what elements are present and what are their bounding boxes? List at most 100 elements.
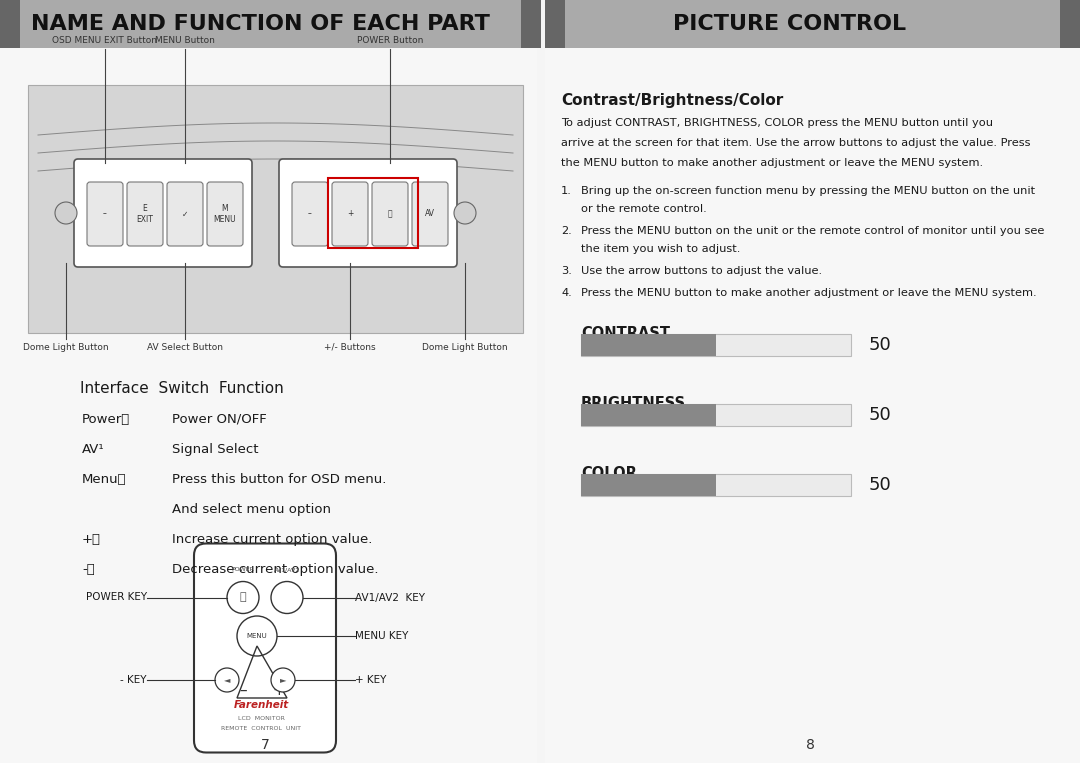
Circle shape xyxy=(215,668,239,692)
Text: arrive at the screen for that item. Use the arrow buttons to adjust the value. P: arrive at the screen for that item. Use … xyxy=(561,138,1030,148)
Text: AV1/AV2  KEY: AV1/AV2 KEY xyxy=(355,593,426,603)
Text: POWER KEY: POWER KEY xyxy=(86,593,147,603)
Bar xyxy=(0,0,21,48)
Text: +/- Buttons: +/- Buttons xyxy=(324,343,376,352)
FancyBboxPatch shape xyxy=(75,159,252,267)
Text: REMOTE  CONTROL  UNIT: REMOTE CONTROL UNIT xyxy=(221,726,301,731)
Text: the MENU button to make another adjustment or leave the MENU system.: the MENU button to make another adjustme… xyxy=(561,158,983,168)
Circle shape xyxy=(237,616,276,656)
Bar xyxy=(581,404,716,426)
Text: MENU KEY: MENU KEY xyxy=(355,631,408,641)
Circle shape xyxy=(55,202,77,224)
Bar xyxy=(0,48,537,763)
Circle shape xyxy=(271,668,295,692)
Text: POWER Button: POWER Button xyxy=(356,36,423,45)
Text: +: + xyxy=(272,683,285,698)
Bar xyxy=(521,0,541,48)
Text: To adjust CONTRAST, BRIGHTNESS, COLOR press the MENU button until you: To adjust CONTRAST, BRIGHTNESS, COLOR pr… xyxy=(561,118,993,128)
Text: Farenheit: Farenheit xyxy=(233,700,288,710)
FancyBboxPatch shape xyxy=(332,182,368,246)
Text: Decrease current option value.: Decrease current option value. xyxy=(172,563,378,576)
Text: 4.: 4. xyxy=(561,288,571,298)
Circle shape xyxy=(454,202,476,224)
FancyBboxPatch shape xyxy=(207,182,243,246)
FancyBboxPatch shape xyxy=(411,182,448,246)
Text: ⏻: ⏻ xyxy=(388,210,392,218)
Text: Dome Light Button: Dome Light Button xyxy=(23,343,109,352)
Text: -：: -： xyxy=(82,563,95,576)
FancyBboxPatch shape xyxy=(127,182,163,246)
Bar xyxy=(581,474,716,496)
Text: ◄: ◄ xyxy=(224,675,230,684)
Text: +: + xyxy=(347,210,353,218)
Text: BRIGHTNESS: BRIGHTNESS xyxy=(581,396,686,411)
Text: or the remote control.: or the remote control. xyxy=(581,204,706,214)
Text: OSD MENU EXIT Button: OSD MENU EXIT Button xyxy=(53,36,158,45)
Text: 3.: 3. xyxy=(561,266,572,276)
Text: Press the MENU button to make another adjustment or leave the MENU system.: Press the MENU button to make another ad… xyxy=(581,288,1037,298)
FancyBboxPatch shape xyxy=(167,182,203,246)
FancyBboxPatch shape xyxy=(194,543,336,752)
Text: ✓: ✓ xyxy=(181,210,188,218)
FancyBboxPatch shape xyxy=(279,159,457,267)
Text: Dome Light Button: Dome Light Button xyxy=(422,343,508,352)
Circle shape xyxy=(271,581,303,613)
Bar xyxy=(581,474,851,496)
Text: M
MENU: M MENU xyxy=(214,204,237,224)
Text: - KEY: - KEY xyxy=(121,675,147,685)
Text: 7: 7 xyxy=(260,738,269,752)
Bar xyxy=(545,0,1080,48)
Text: +：: +： xyxy=(82,533,102,546)
Bar xyxy=(0,0,537,48)
Text: Contrast/Brightness/Color: Contrast/Brightness/Color xyxy=(561,93,783,108)
Text: AV¹: AV¹ xyxy=(82,443,105,456)
Text: AV1/AV2: AV1/AV2 xyxy=(274,567,300,572)
Text: –: – xyxy=(239,683,247,698)
Text: COLOR: COLOR xyxy=(581,466,637,481)
Text: MENU: MENU xyxy=(246,633,268,639)
Text: 2.: 2. xyxy=(561,226,571,236)
Text: Menu：: Menu： xyxy=(82,473,126,486)
Text: ►: ► xyxy=(280,675,286,684)
Text: ⏻: ⏻ xyxy=(240,593,246,603)
Text: Increase current option value.: Increase current option value. xyxy=(172,533,373,546)
FancyBboxPatch shape xyxy=(292,182,328,246)
Text: Interface  Switch  Function: Interface Switch Function xyxy=(80,381,284,396)
Text: the item you wish to adjust.: the item you wish to adjust. xyxy=(581,244,741,254)
Bar xyxy=(28,85,523,333)
Text: Use the arrow buttons to adjust the value.: Use the arrow buttons to adjust the valu… xyxy=(581,266,822,276)
Text: PICTURE CONTROL: PICTURE CONTROL xyxy=(674,14,906,34)
Text: POWER: POWER xyxy=(231,567,255,572)
Text: LCD  MONITOR: LCD MONITOR xyxy=(238,716,284,721)
Text: NAME AND FUNCTION OF EACH PART: NAME AND FUNCTION OF EACH PART xyxy=(30,14,489,34)
Text: Bring up the on-screen function menu by pressing the MENU button on the unit: Bring up the on-screen function menu by … xyxy=(581,186,1035,196)
Text: E
EXIT: E EXIT xyxy=(136,204,153,224)
Bar xyxy=(581,334,851,356)
FancyBboxPatch shape xyxy=(372,182,408,246)
Text: CONTRAST: CONTRAST xyxy=(581,326,670,341)
Text: 1.: 1. xyxy=(561,186,572,196)
FancyBboxPatch shape xyxy=(87,182,123,246)
Text: –: – xyxy=(103,210,107,218)
Text: Press the MENU button on the unit or the remote control of monitor until you see: Press the MENU button on the unit or the… xyxy=(581,226,1044,236)
Bar xyxy=(1059,0,1080,48)
Circle shape xyxy=(227,581,259,613)
Text: AV: AV xyxy=(426,210,435,218)
Bar xyxy=(328,178,418,248)
Text: Signal Select: Signal Select xyxy=(172,443,258,456)
Text: 50: 50 xyxy=(869,476,892,494)
Bar xyxy=(545,0,565,48)
Text: 50: 50 xyxy=(869,406,892,424)
Text: Power：: Power： xyxy=(82,413,131,426)
Text: AV Select Button: AV Select Button xyxy=(147,343,222,352)
Text: 50: 50 xyxy=(869,336,892,354)
Text: Power ON/OFF: Power ON/OFF xyxy=(172,413,267,426)
Text: MENU Button: MENU Button xyxy=(156,36,215,45)
Bar xyxy=(545,48,1080,763)
Text: –: – xyxy=(308,210,312,218)
Text: Press this button for OSD menu.: Press this button for OSD menu. xyxy=(172,473,387,486)
Bar xyxy=(581,404,851,426)
Text: + KEY: + KEY xyxy=(355,675,387,685)
Bar xyxy=(581,334,716,356)
Text: 8: 8 xyxy=(806,738,814,752)
